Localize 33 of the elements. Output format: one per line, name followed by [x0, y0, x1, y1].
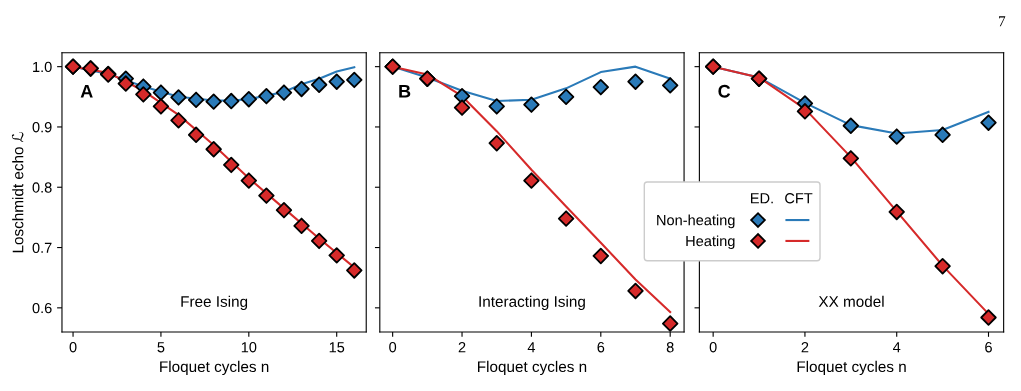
- x-axis-title: Floquet cycles n: [797, 360, 906, 376]
- x-tick-label: 2: [801, 342, 809, 353]
- x-tick-label: 6: [597, 342, 605, 353]
- annotation: Free Ising: [181, 295, 248, 310]
- y-tick-label: 0.9: [32, 122, 52, 133]
- x-tick-label: 2: [458, 342, 466, 353]
- x-tick-label: 4: [893, 342, 901, 353]
- x-tick-label: 8: [666, 342, 674, 353]
- text: 7: [999, 16, 1006, 27]
- x-tick-label: 6: [985, 342, 992, 353]
- legend-label: Heating: [686, 235, 735, 250]
- x-tick-label: 5: [157, 342, 165, 353]
- x-tick-label: 4: [527, 342, 536, 353]
- y-axis-title: Loschmidt echo ℒ: [11, 131, 24, 253]
- annotation: C: [718, 84, 731, 98]
- x-tick-label: 10: [241, 342, 257, 353]
- y-tick-label: 0.6: [32, 302, 52, 314]
- annotation: B: [399, 85, 411, 98]
- x-tick-label: 15: [329, 342, 345, 353]
- y-tick-label: 0.8: [32, 182, 52, 193]
- annotation: ED.: [751, 193, 773, 204]
- y-tick-label: 0.7: [32, 242, 52, 253]
- annotation: Interacting Ising: [479, 295, 585, 310]
- x-axis-title: Floquet cycles n: [160, 360, 269, 376]
- annotation: CFT: [785, 193, 813, 204]
- x-tick-label: 0: [389, 342, 397, 353]
- y-tick-label: 1.0: [33, 61, 52, 73]
- annotation: XX model: [818, 295, 884, 307]
- annotation: A: [80, 85, 93, 98]
- x-tick-label: 0: [69, 342, 77, 353]
- legend-label: Non-heating: [657, 214, 735, 229]
- x-axis-title: Floquet cycles n: [478, 360, 587, 376]
- x-tick-label: 0: [709, 342, 717, 353]
